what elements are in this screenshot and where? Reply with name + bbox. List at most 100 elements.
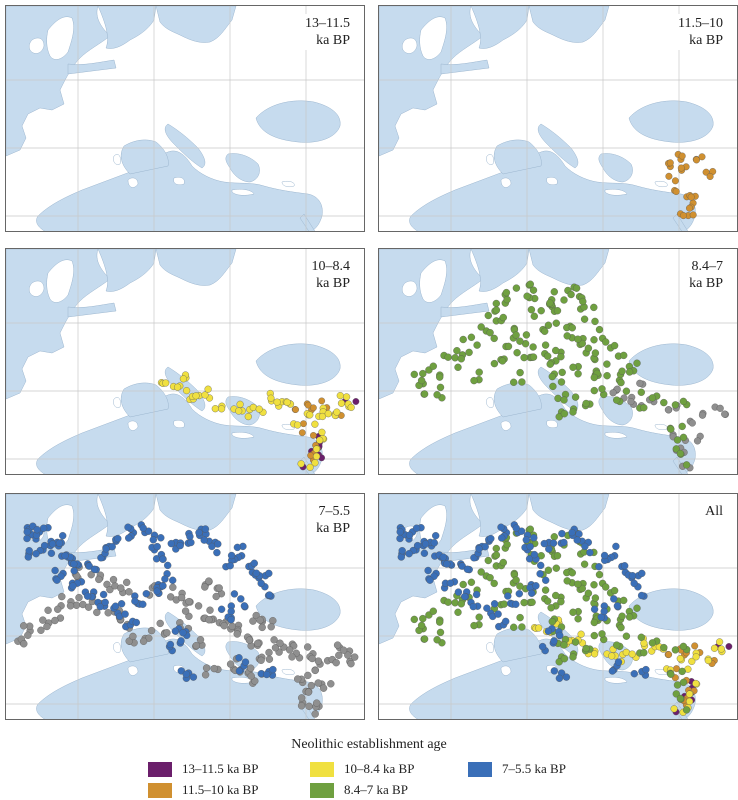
- panel-label-period: 13–11.5: [305, 16, 350, 31]
- land-island: [546, 177, 558, 185]
- site-dot: [687, 193, 695, 201]
- site-dot: [421, 540, 430, 548]
- sea-area: [628, 588, 714, 631]
- site-dot: [164, 561, 172, 570]
- legend-label: 7–5.5 ka BP: [502, 761, 566, 776]
- site-dot: [526, 280, 534, 288]
- site-dot: [628, 572, 637, 580]
- site-dot: [595, 563, 603, 571]
- site-dot: [550, 667, 558, 675]
- site-dot: [44, 606, 52, 614]
- site-dot: [518, 378, 526, 386]
- site-dot: [167, 539, 175, 548]
- site-dot: [337, 399, 346, 407]
- site-dot: [530, 534, 538, 542]
- site-dot: [196, 636, 205, 644]
- site-dot: [671, 401, 680, 409]
- site-dot: [23, 534, 31, 543]
- site-dot: [563, 577, 571, 585]
- site-dot: [201, 525, 210, 533]
- site-dot: [139, 600, 147, 608]
- site-dot: [417, 376, 426, 385]
- site-dot: [568, 528, 576, 537]
- land-island: [28, 37, 45, 54]
- site-dot: [147, 626, 156, 635]
- site-dot: [691, 642, 699, 650]
- site-dot: [396, 534, 404, 543]
- site-dot: [211, 405, 219, 413]
- site-dot: [590, 631, 598, 640]
- site-dot: [177, 637, 185, 645]
- sea-area: [97, 249, 157, 292]
- panel-label-unit: ka BP: [689, 276, 723, 291]
- site-dot: [69, 582, 77, 590]
- site-dot: [574, 580, 582, 588]
- site-dot: [132, 618, 140, 627]
- site-dot: [578, 339, 586, 348]
- sea-area: [628, 100, 714, 143]
- site-dot: [142, 590, 150, 598]
- site-dot: [412, 524, 421, 532]
- site-dot: [665, 651, 673, 659]
- site-dot: [298, 429, 306, 437]
- site-dot: [307, 452, 314, 459]
- land-island: [46, 16, 74, 60]
- site-dot: [311, 420, 319, 428]
- sea-area: [255, 100, 341, 143]
- site-dot: [512, 600, 520, 608]
- site-dot: [424, 566, 432, 575]
- site-dot: [327, 680, 335, 688]
- sea-area: [97, 494, 157, 537]
- site-dot: [420, 390, 429, 398]
- site-dot: [577, 630, 585, 638]
- panel-label-period: All: [705, 504, 723, 519]
- site-dot: [444, 353, 452, 361]
- site-dot: [189, 673, 198, 681]
- site-dot: [603, 360, 611, 368]
- site-dot: [269, 617, 277, 625]
- site-dot: [59, 532, 67, 540]
- site-dot: [32, 550, 40, 558]
- site-dot: [153, 587, 161, 595]
- site-dot: [640, 649, 648, 657]
- land-island: [127, 665, 139, 676]
- site-dot: [451, 354, 459, 362]
- site-dot: [628, 650, 636, 658]
- site-dot: [214, 540, 222, 548]
- site-dot: [499, 313, 507, 322]
- site-dot: [529, 343, 537, 351]
- site-dot: [569, 653, 577, 661]
- sea-area: [628, 343, 714, 386]
- site-dot: [686, 697, 694, 705]
- site-dot: [500, 600, 508, 608]
- site-dot: [459, 580, 467, 589]
- site-dot: [319, 684, 328, 692]
- site-dot: [339, 646, 348, 654]
- site-dot: [271, 644, 280, 652]
- site-dot: [51, 616, 59, 625]
- site-dot: [622, 648, 630, 656]
- site-dot: [579, 297, 587, 306]
- site-dot: [679, 212, 687, 220]
- site-dot: [503, 295, 511, 304]
- site-dot: [66, 602, 75, 610]
- site-dot: [55, 539, 64, 547]
- site-dot: [568, 569, 576, 577]
- site-dot: [433, 391, 441, 399]
- site-dot: [638, 569, 646, 578]
- site-dot: [502, 617, 510, 626]
- site-dot: [560, 655, 569, 663]
- site-dot: [602, 338, 610, 346]
- site-dot: [591, 594, 600, 602]
- sea-area: [672, 213, 689, 231]
- site-dot: [201, 583, 209, 591]
- site-dot: [166, 640, 175, 649]
- site-dot: [244, 413, 252, 421]
- site-dot: [584, 589, 593, 597]
- site-dot: [676, 655, 684, 663]
- site-dot: [590, 373, 598, 382]
- site-dot: [586, 548, 594, 557]
- site-dot: [571, 393, 580, 401]
- site-dot: [235, 667, 244, 675]
- legend-label: 8.4–7 ka BP: [344, 782, 408, 797]
